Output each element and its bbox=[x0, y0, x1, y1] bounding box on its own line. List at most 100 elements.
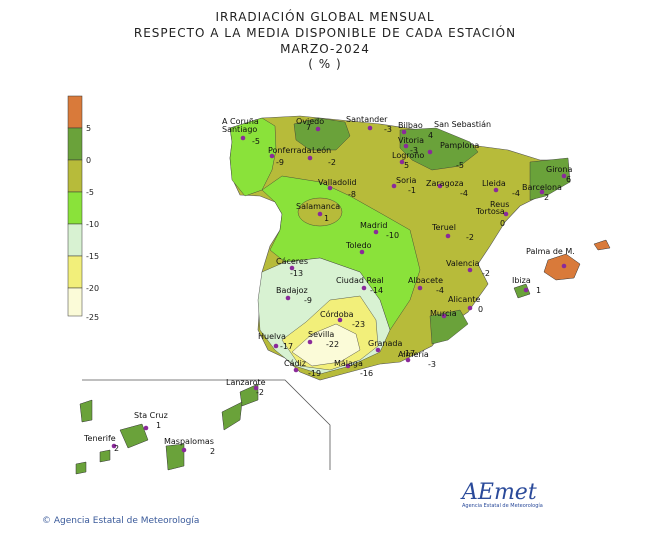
station-name-maspalomas: Maspalomas bbox=[164, 437, 214, 446]
legend-label-5: -15 bbox=[86, 252, 100, 261]
station-dot-santander bbox=[367, 125, 373, 131]
station-name-bilbao: Bilbao bbox=[398, 121, 423, 130]
station-dot-santiago bbox=[240, 135, 246, 141]
station-name-toledo: Toledo bbox=[345, 241, 372, 250]
station-value-girona-16: 6 bbox=[566, 175, 571, 184]
station-value-maspalomas-43: 2 bbox=[210, 447, 215, 456]
region-basque bbox=[399, 127, 479, 171]
station-dot-ciudad-real bbox=[361, 285, 367, 291]
station-value-sta-cruz-41: 1 bbox=[156, 421, 161, 430]
station-value-almer-a-37: -3 bbox=[428, 360, 436, 369]
station-name-a-coru-a: A Coruña bbox=[222, 117, 259, 126]
station-dot-soria bbox=[391, 183, 397, 189]
station-dot-malaga bbox=[345, 363, 351, 369]
title-line-2: RESPECTO A LA MEDIA DISPONIBLE DE CADA E… bbox=[133, 26, 517, 40]
station-name-valladolid: Valladolid bbox=[318, 178, 357, 187]
station-dot-sevilla bbox=[307, 339, 313, 345]
aemet-logo-name: AEmet bbox=[462, 480, 537, 505]
island-el-hierro bbox=[75, 461, 87, 475]
station-value-sevilla-35: -22 bbox=[326, 340, 339, 349]
island-menorca bbox=[593, 239, 611, 251]
island-la-gomera bbox=[99, 449, 111, 463]
station-dot-tenerife bbox=[111, 443, 117, 449]
station-dot-cadiz bbox=[293, 367, 299, 373]
legend-swatch-3 bbox=[67, 159, 83, 193]
station-value-soria-13: -1 bbox=[408, 186, 416, 195]
legend-swatch-5 bbox=[67, 223, 83, 257]
station-dot-zaragoza bbox=[437, 183, 443, 189]
station-dot-barcelona bbox=[539, 189, 545, 195]
station-value-oviedo-2: 7 bbox=[306, 123, 311, 132]
station-name-ponferrada: Ponferrada bbox=[268, 146, 312, 155]
station-dot-caceres bbox=[289, 265, 295, 271]
station-name-badajoz: Badajoz bbox=[276, 286, 308, 295]
region-murcia bbox=[429, 309, 469, 345]
island-la-palma bbox=[79, 399, 93, 423]
station-name-m-laga: Málaga bbox=[334, 359, 363, 368]
station-name-santiago: Santiago bbox=[222, 125, 257, 134]
legend-label-1: 5 bbox=[86, 124, 92, 133]
station-name-pamplona: Pamplona bbox=[440, 141, 479, 150]
station-dot-maspalomas bbox=[181, 447, 187, 453]
station-value-salamanca-20: 1 bbox=[324, 214, 329, 223]
station-value-ponferrada-8: -9 bbox=[276, 158, 284, 167]
station-value-valencia-26: -2 bbox=[482, 269, 490, 278]
station-name-murcia: Murcia bbox=[430, 309, 457, 318]
station-value-c-diz-38: -19 bbox=[308, 369, 321, 378]
station-value-c-ceres-25: -13 bbox=[290, 269, 303, 278]
station-value-badajoz-30: -9 bbox=[304, 296, 312, 305]
station-name-albacete: Albacete bbox=[408, 276, 443, 285]
station-dot-ibiza bbox=[523, 287, 529, 293]
station-name-huelva: Huelva bbox=[258, 332, 286, 341]
station-dot-tortosa bbox=[503, 211, 509, 217]
station-dot-alicante bbox=[467, 305, 473, 311]
station-value-barcelona-17: 2 bbox=[544, 193, 549, 202]
title-line-4: ( % ) bbox=[308, 57, 342, 71]
island-fuerteventura bbox=[221, 401, 243, 431]
station-value-le-n-9: -2 bbox=[328, 158, 336, 167]
station-markers bbox=[111, 125, 567, 453]
station-dot-oviedo bbox=[315, 126, 321, 132]
region-asturias bbox=[293, 117, 351, 151]
station-dot-logrono bbox=[399, 159, 405, 165]
station-value-lanzarote-40: -2 bbox=[256, 388, 264, 397]
island-tenerife bbox=[119, 423, 149, 449]
station-name-sta-cruz: Sta Cruz bbox=[134, 411, 168, 420]
legend-swatch-2 bbox=[67, 127, 83, 161]
station-dot-palma bbox=[561, 263, 567, 269]
station-value-tortosa-19: 0 bbox=[500, 219, 505, 228]
legend-label-6: -20 bbox=[86, 284, 100, 293]
footer-text: Agencia Estatal de Meteorología bbox=[53, 516, 200, 526]
station-dot-sta-cruz bbox=[143, 425, 149, 431]
region-catalonia bbox=[529, 157, 571, 201]
station-dot-bilbao bbox=[401, 129, 407, 135]
aemet-logo: AEmet Agencia Estatal de Meteorología bbox=[462, 480, 543, 509]
station-dot-teruel bbox=[445, 233, 451, 239]
station-value-m-laga-39: -16 bbox=[360, 369, 373, 378]
station-name-lanzarote: Lanzarote bbox=[226, 378, 266, 387]
station-value-vitoria-6: -3 bbox=[410, 146, 418, 155]
station-name-c-diz: Cádiz bbox=[284, 359, 306, 368]
station-value-ciudad-real-27: -14 bbox=[370, 286, 383, 295]
station-value-granada-36: -17 bbox=[402, 349, 415, 358]
station-name-zaragoza: Zaragoza bbox=[426, 179, 464, 188]
legend-swatch-4 bbox=[67, 191, 83, 225]
station-dot-cordoba bbox=[337, 317, 343, 323]
region-andalusia-core bbox=[291, 323, 361, 367]
station-name-tortosa: Tortosa bbox=[475, 207, 505, 216]
island-ibiza bbox=[513, 283, 531, 299]
station-dot-pamplona bbox=[427, 149, 433, 155]
station-dot-madrid bbox=[373, 229, 379, 235]
station-dot-almeria bbox=[405, 357, 411, 363]
legend-label-2: 0 bbox=[86, 156, 92, 165]
station-name-reus: Reus bbox=[490, 200, 509, 209]
station-name-vitoria: Vitoria bbox=[398, 136, 424, 145]
station-name-lleida: Lleida bbox=[482, 179, 506, 188]
station-name-c-rdoba: Córdoba bbox=[320, 309, 354, 319]
station-value-c-rdoba-32: -23 bbox=[352, 320, 365, 329]
station-name-santander: Santander bbox=[346, 115, 388, 124]
island-gran-canaria bbox=[165, 443, 185, 471]
station-value-logro-o-10: 5 bbox=[404, 161, 409, 170]
station-value-tenerife-42: 2 bbox=[114, 444, 119, 453]
